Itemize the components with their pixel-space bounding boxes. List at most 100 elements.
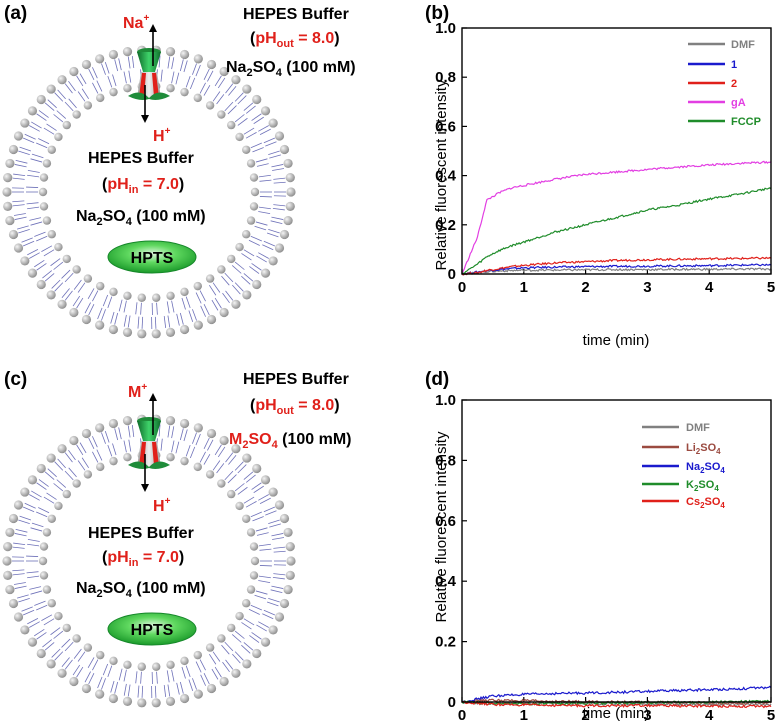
lipid-tail (104, 62, 110, 74)
lipid-tail (272, 168, 285, 171)
lipid-tail (79, 442, 87, 454)
lipid-tail (179, 312, 184, 325)
lipid-head (274, 612, 285, 622)
lipid-head (180, 456, 189, 466)
lipid-tail (88, 437, 95, 449)
lipid-head (36, 279, 46, 290)
lipid-tail (231, 634, 242, 643)
lipid-tail (199, 82, 206, 94)
lipid-head (179, 418, 190, 429)
lipid-tail (36, 604, 48, 611)
lipid-tail (56, 110, 67, 119)
lipid-tail (228, 85, 237, 96)
lipid-tail (13, 213, 26, 216)
inner-ph-a: (pHin = 7.0) (102, 176, 184, 196)
lipid-head (274, 243, 285, 253)
lipid-tail (171, 57, 175, 70)
lipid-tail (234, 114, 245, 123)
lipid-tail (43, 496, 55, 504)
lipid-tail (73, 279, 82, 290)
lipid-tail (12, 177, 25, 180)
lipid-head (109, 456, 118, 466)
lipid-tail (64, 101, 74, 112)
lipid-head (286, 187, 296, 197)
lipid-tail (38, 507, 50, 514)
lipid-tail (256, 163, 269, 167)
lipid-tail (34, 600, 46, 606)
lipid-tail (22, 609, 35, 616)
panel-d-label: (d) (425, 369, 449, 390)
lipid-tail (154, 316, 157, 329)
lipid-tail (241, 622, 252, 630)
lipid-tail (207, 439, 214, 451)
lipid-head (57, 75, 67, 85)
lipid-tail (185, 444, 191, 457)
lipid-head (227, 120, 236, 130)
lipid-head (268, 487, 278, 497)
lipid-head (123, 660, 132, 669)
chart-b-xtick-label: 5 (767, 279, 775, 296)
lipid-tail (258, 494, 269, 501)
lipid-head (246, 159, 256, 168)
lipid-tail (118, 427, 122, 440)
chart-d-ytick-label: 0.8 (435, 452, 456, 469)
vesicle-a (2, 45, 296, 339)
lipid-head (137, 662, 146, 671)
chart-b-xtick-label: 2 (581, 279, 589, 296)
lipid-tail (271, 216, 284, 220)
lipid-tail (203, 453, 211, 465)
lipid-tail (123, 300, 127, 313)
lipid-tail (53, 630, 64, 639)
inner-salt-a: Na2SO4 (100 mM) (76, 208, 206, 228)
lipid-tail (27, 174, 40, 178)
lipid-head (5, 527, 15, 538)
lipid-head (81, 314, 92, 325)
lipid-head (13, 612, 24, 622)
chart-d-ytick-label: 0 (448, 694, 456, 711)
lipid-tail (47, 468, 57, 478)
lipid-tail (114, 681, 119, 694)
lipid-head (36, 94, 46, 105)
lipid-tail (118, 299, 123, 312)
lipid-tail (68, 467, 77, 478)
lipid-tail (114, 312, 119, 325)
chart-d-ytick-label: 0.2 (435, 634, 456, 651)
lipid-tail (51, 279, 61, 289)
legend-d-k-label: K2SO4 (686, 479, 719, 493)
lipid-tail (88, 68, 95, 80)
lipid-head (235, 242, 244, 252)
lipid-tail (185, 665, 191, 678)
lipid-tail (29, 252, 40, 259)
lipid-head (151, 698, 161, 708)
lipid-head (95, 689, 105, 699)
lipid-head (227, 489, 236, 499)
hpts-label-a: HPTS (131, 250, 174, 267)
lipid-head (242, 290, 252, 300)
lipid-head (54, 611, 63, 621)
lipid-tail (27, 538, 40, 542)
lipid-head (242, 84, 252, 94)
chart-b-series-fccp (461, 187, 772, 275)
lipid-head (219, 435, 229, 446)
lipid-tail (250, 511, 262, 518)
lipid-tail (137, 316, 140, 329)
lipid-tail (262, 613, 274, 620)
lipid-tail (127, 684, 131, 697)
lipid-tail (255, 221, 268, 226)
channel-a (128, 48, 170, 100)
lipid-head (166, 291, 175, 300)
lipid-head (252, 648, 262, 659)
lipid-tail (248, 239, 260, 246)
lipid-tail (137, 685, 140, 698)
lipid-tail (135, 671, 138, 684)
lipid-tail (224, 101, 234, 112)
lipid-head (246, 216, 256, 225)
lipid-head (54, 132, 63, 142)
lipid-tail (245, 474, 256, 483)
lipid-tail (222, 292, 230, 304)
lipid-tail (76, 444, 84, 456)
panel-b-label: (b) (425, 3, 449, 24)
lipid-head (235, 501, 244, 511)
lipid-head (205, 274, 215, 283)
lipid-tail (92, 659, 99, 671)
